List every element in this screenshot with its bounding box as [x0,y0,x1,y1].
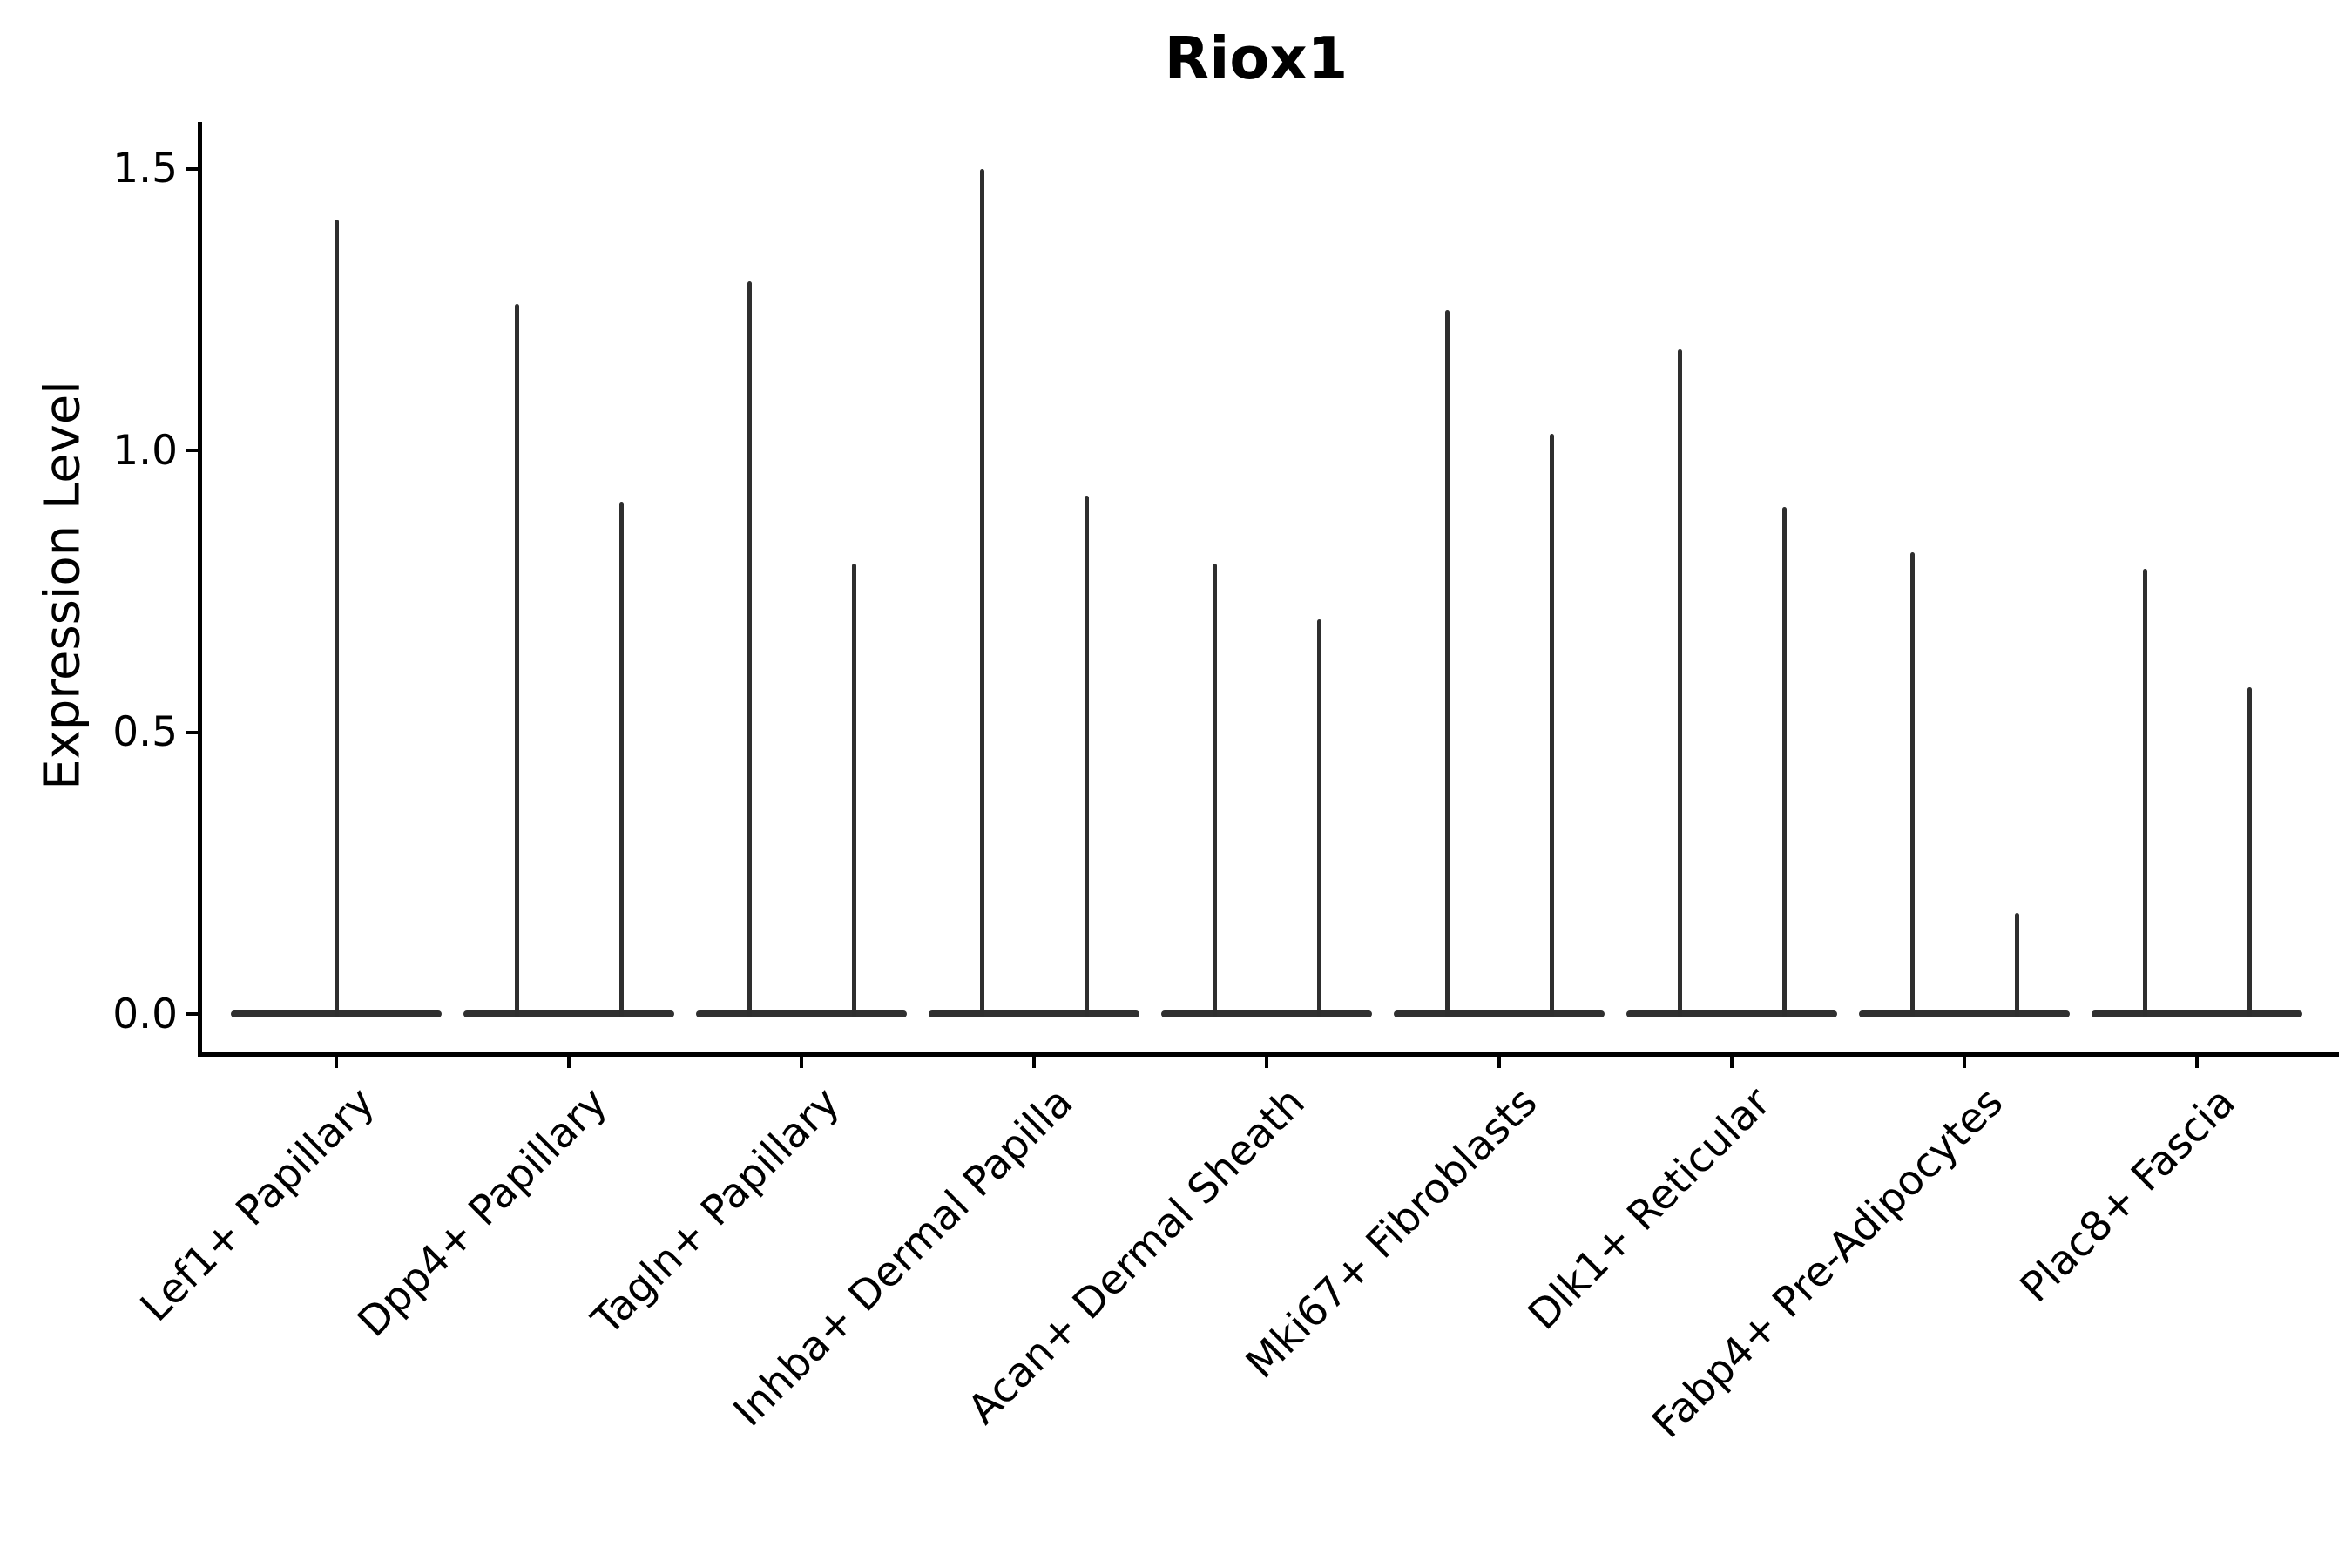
x-tick-label: Plac8+ Fascia [2011,1078,2245,1312]
y-tick-mark [186,449,198,453]
x-axis-spine [198,1052,2339,1057]
violin-spike [851,563,856,1017]
violin-spike [1444,309,1450,1017]
violin-spike [618,501,624,1017]
plot-title: Riox1 [1164,24,1348,92]
violin-base [463,1010,674,1017]
violin-base [1161,1010,1372,1017]
x-tick-mark [1497,1057,1501,1068]
y-tick-label: 1.0 [112,426,178,475]
x-tick-mark [1963,1057,1966,1068]
violin-base [1394,1010,1605,1017]
x-tick-mark [1265,1057,1268,1068]
x-tick-label: Dpp4+ Papillary [348,1078,617,1347]
violin-spike [1677,348,1682,1017]
x-tick-label: Lef1+ Papillary [131,1078,384,1331]
violin-spike [1909,551,1915,1017]
violin-spike [747,281,752,1017]
violin-spike [2142,569,2147,1017]
violin-spike [1316,619,1321,1017]
x-tick-mark [800,1057,803,1068]
violin-spike [1212,563,1217,1017]
x-tick-mark [2195,1057,2199,1068]
x-tick-mark [1032,1057,1036,1068]
y-tick-label: 1.5 [112,145,178,193]
x-tick-label: Tagln+ Papillary [583,1078,849,1345]
y-tick-label: 0.0 [112,990,178,1038]
y-tick-mark [186,730,198,734]
violin-spike [2247,686,2252,1017]
y-tick-mark [186,166,198,171]
violin-base [1859,1010,2070,1017]
violin-spike [1549,433,1554,1017]
violin-spike [2014,912,2019,1017]
violin-spike [334,220,339,1017]
violin-base [2092,1010,2302,1017]
y-tick-mark [186,1012,198,1016]
y-tick-label: 0.5 [112,708,178,757]
violin-spike [979,168,984,1017]
x-tick-mark [335,1057,338,1068]
x-tick-mark [1730,1057,1734,1068]
y-axis-spine [198,122,202,1057]
violin-base [929,1010,1139,1017]
violin-spike [514,304,519,1017]
violin-spike [1084,496,1089,1017]
violin-spike [1781,506,1787,1017]
violin-base [1626,1010,1837,1017]
y-axis-label: Expression Level [34,381,91,790]
x-tick-label: Dlk1+ Reticular [1518,1078,1780,1340]
x-tick-mark [567,1057,571,1068]
violin-base [696,1010,907,1017]
